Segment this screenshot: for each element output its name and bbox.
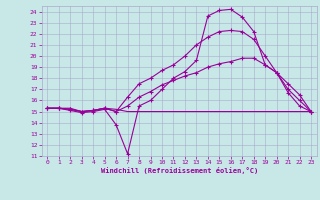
X-axis label: Windchill (Refroidissement éolien,°C): Windchill (Refroidissement éolien,°C) bbox=[100, 167, 258, 174]
